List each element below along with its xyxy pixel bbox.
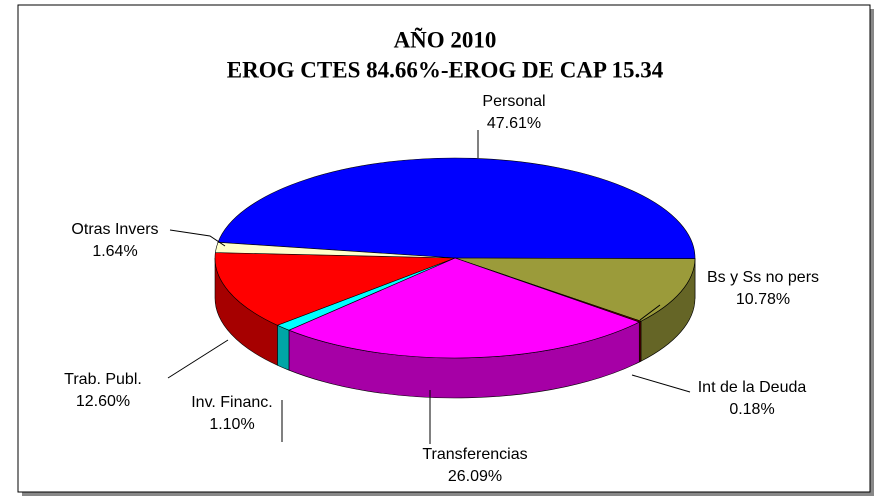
data-label-name: Transferencias <box>422 446 527 463</box>
pie-slice <box>288 257 641 359</box>
data-label-value: 10.78% <box>736 291 790 308</box>
data-label-value: 0.18% <box>729 401 774 418</box>
data-label-name: Bs y Ss no pers <box>707 269 819 286</box>
pie-side <box>277 324 290 371</box>
pie-slice <box>215 242 456 259</box>
data-label-name: Int de la Deuda <box>698 379 807 396</box>
leader-line <box>167 339 229 379</box>
data-label-value: 47.61% <box>487 115 541 132</box>
data-label-name: Trab. Publ. <box>64 371 142 388</box>
pie <box>214 157 696 399</box>
pie-slice <box>214 252 456 326</box>
data-label-name: Personal <box>482 93 545 110</box>
data-label-value: 1.64% <box>92 243 137 260</box>
chart-subtitle: EROG CTES 84.66%-EROG DE CAP 15.34 <box>227 57 664 82</box>
leader-line <box>169 229 226 247</box>
data-label-name: Otras Invers <box>71 221 158 238</box>
pie-slice <box>454 257 696 322</box>
data-label-value: 12.60% <box>76 393 130 410</box>
data-label-name: Inv. Financ. <box>191 394 273 411</box>
labels: Personal 47.61% Bs y Ss no pers 10.78% Int d… <box>64 93 819 485</box>
data-label-value: 26.09% <box>448 468 502 485</box>
data-label-value: 1.10% <box>209 416 254 433</box>
leader-line <box>631 374 691 393</box>
pie-slice <box>217 157 696 259</box>
chart-title: AÑO 2010 <box>394 27 497 52</box>
leader-line <box>639 304 661 321</box>
